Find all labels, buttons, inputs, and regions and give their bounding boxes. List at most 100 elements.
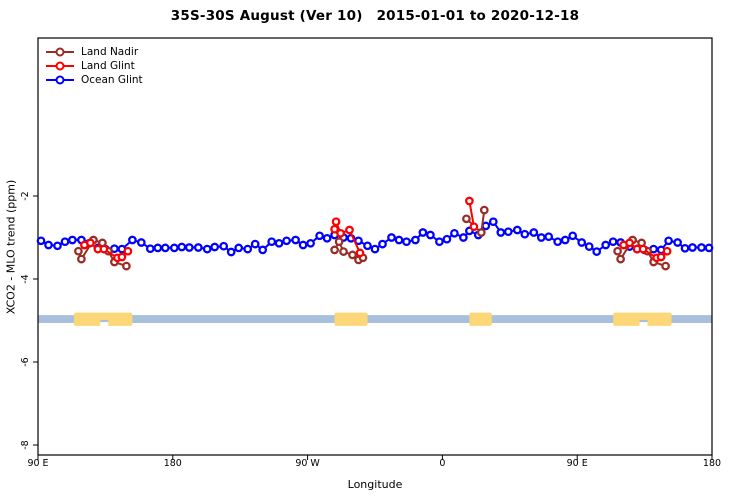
x-tick-label: 90 E — [567, 458, 588, 469]
data-point — [226, 247, 236, 257]
data-point — [568, 231, 578, 241]
data-point — [74, 246, 83, 256]
data-point — [117, 252, 127, 262]
coast-notch — [639, 322, 648, 327]
data-point — [688, 243, 697, 252]
data-point — [86, 238, 95, 248]
data-point — [348, 250, 357, 260]
data-point — [481, 221, 491, 231]
data-point — [680, 243, 690, 253]
data-point — [577, 238, 587, 247]
series-ocean-glint — [36, 217, 714, 257]
data-point — [243, 244, 253, 254]
land-patch — [469, 312, 492, 326]
data-point — [322, 233, 332, 243]
data-point — [616, 254, 625, 264]
chart-title: 35S-30S August (Ver 10) 2015-01-01 to 202… — [38, 8, 712, 24]
data-point — [592, 247, 602, 256]
land-patch — [73, 312, 133, 326]
x-tick-label: 180 — [703, 458, 721, 469]
data-point — [601, 240, 611, 250]
data-point — [426, 230, 435, 240]
data-point — [122, 261, 131, 271]
data-point — [306, 238, 315, 248]
data-point — [450, 228, 459, 238]
data-point — [503, 227, 513, 237]
coast-notch — [639, 319, 648, 323]
series-land-nadir — [74, 205, 670, 271]
data-point — [331, 217, 341, 227]
data-point — [476, 228, 486, 237]
y-tick-label: -8 — [20, 440, 31, 449]
data-point — [53, 241, 62, 251]
data-point — [662, 246, 672, 256]
data-point — [469, 222, 479, 232]
data-point — [435, 237, 444, 247]
ocean-strip — [38, 315, 712, 323]
data-point — [202, 244, 212, 254]
data-point — [378, 239, 387, 249]
data-point — [291, 235, 300, 245]
data-point — [44, 240, 53, 250]
data-point — [298, 240, 308, 250]
data-point — [697, 243, 706, 252]
data-point — [315, 231, 324, 241]
data-point — [673, 238, 682, 247]
y-tick-label: -2 — [20, 191, 31, 200]
x-axis-label: Longitude — [347, 478, 403, 491]
data-point — [274, 238, 284, 248]
data-point — [459, 233, 468, 242]
data-point — [462, 214, 471, 224]
data-point — [145, 244, 155, 254]
land-patch — [613, 312, 672, 326]
chart-title-main: 35S-30S August (Ver 10) — [170, 8, 363, 24]
x-tick-label: 0 — [439, 458, 445, 469]
land-nadir-marker-icon — [46, 47, 74, 57]
data-point — [370, 244, 380, 254]
data-point — [234, 243, 244, 253]
data-point — [402, 237, 411, 247]
x-tick-label: 90 W — [295, 458, 320, 469]
chart-title-dates: 2015-01-01 to 2020-12-18 — [376, 8, 580, 24]
data-point — [128, 235, 137, 245]
legend-label: Land Nadir — [81, 46, 139, 58]
data-point — [136, 238, 146, 247]
data-point — [77, 254, 86, 264]
data-point — [99, 244, 109, 254]
data-point — [613, 246, 622, 256]
y-tick-label: -4 — [20, 274, 31, 283]
data-point — [177, 242, 187, 252]
data-point — [345, 225, 354, 235]
data-point — [68, 235, 77, 245]
data-point — [193, 243, 203, 252]
y-axis-label: XCO2 - MLO trend (ppm) — [4, 179, 18, 315]
data-point — [123, 246, 133, 256]
data-point — [536, 233, 546, 242]
data-point — [330, 245, 339, 255]
ocean-glint-marker-icon — [46, 75, 74, 85]
data-point — [169, 243, 179, 253]
legend-item-land-glint: Land Glint — [46, 59, 143, 73]
data-point — [553, 237, 563, 247]
coast-notch — [100, 319, 109, 323]
data-point — [363, 241, 372, 251]
data-point — [184, 243, 194, 252]
data-point — [442, 234, 452, 244]
data-point — [219, 241, 229, 251]
data-point — [544, 232, 554, 242]
legend-item-land-nadir: Land Nadir — [46, 45, 143, 59]
data-point — [387, 233, 396, 242]
data-point — [625, 238, 634, 248]
data-point — [160, 243, 170, 253]
data-point — [411, 235, 420, 245]
coast-notch — [100, 322, 109, 327]
data-point — [638, 244, 648, 254]
data-point — [336, 228, 345, 238]
land-patch — [334, 312, 368, 326]
data-point — [330, 224, 339, 234]
data-point — [704, 243, 714, 253]
data-point — [153, 243, 163, 253]
data-point — [560, 235, 570, 245]
